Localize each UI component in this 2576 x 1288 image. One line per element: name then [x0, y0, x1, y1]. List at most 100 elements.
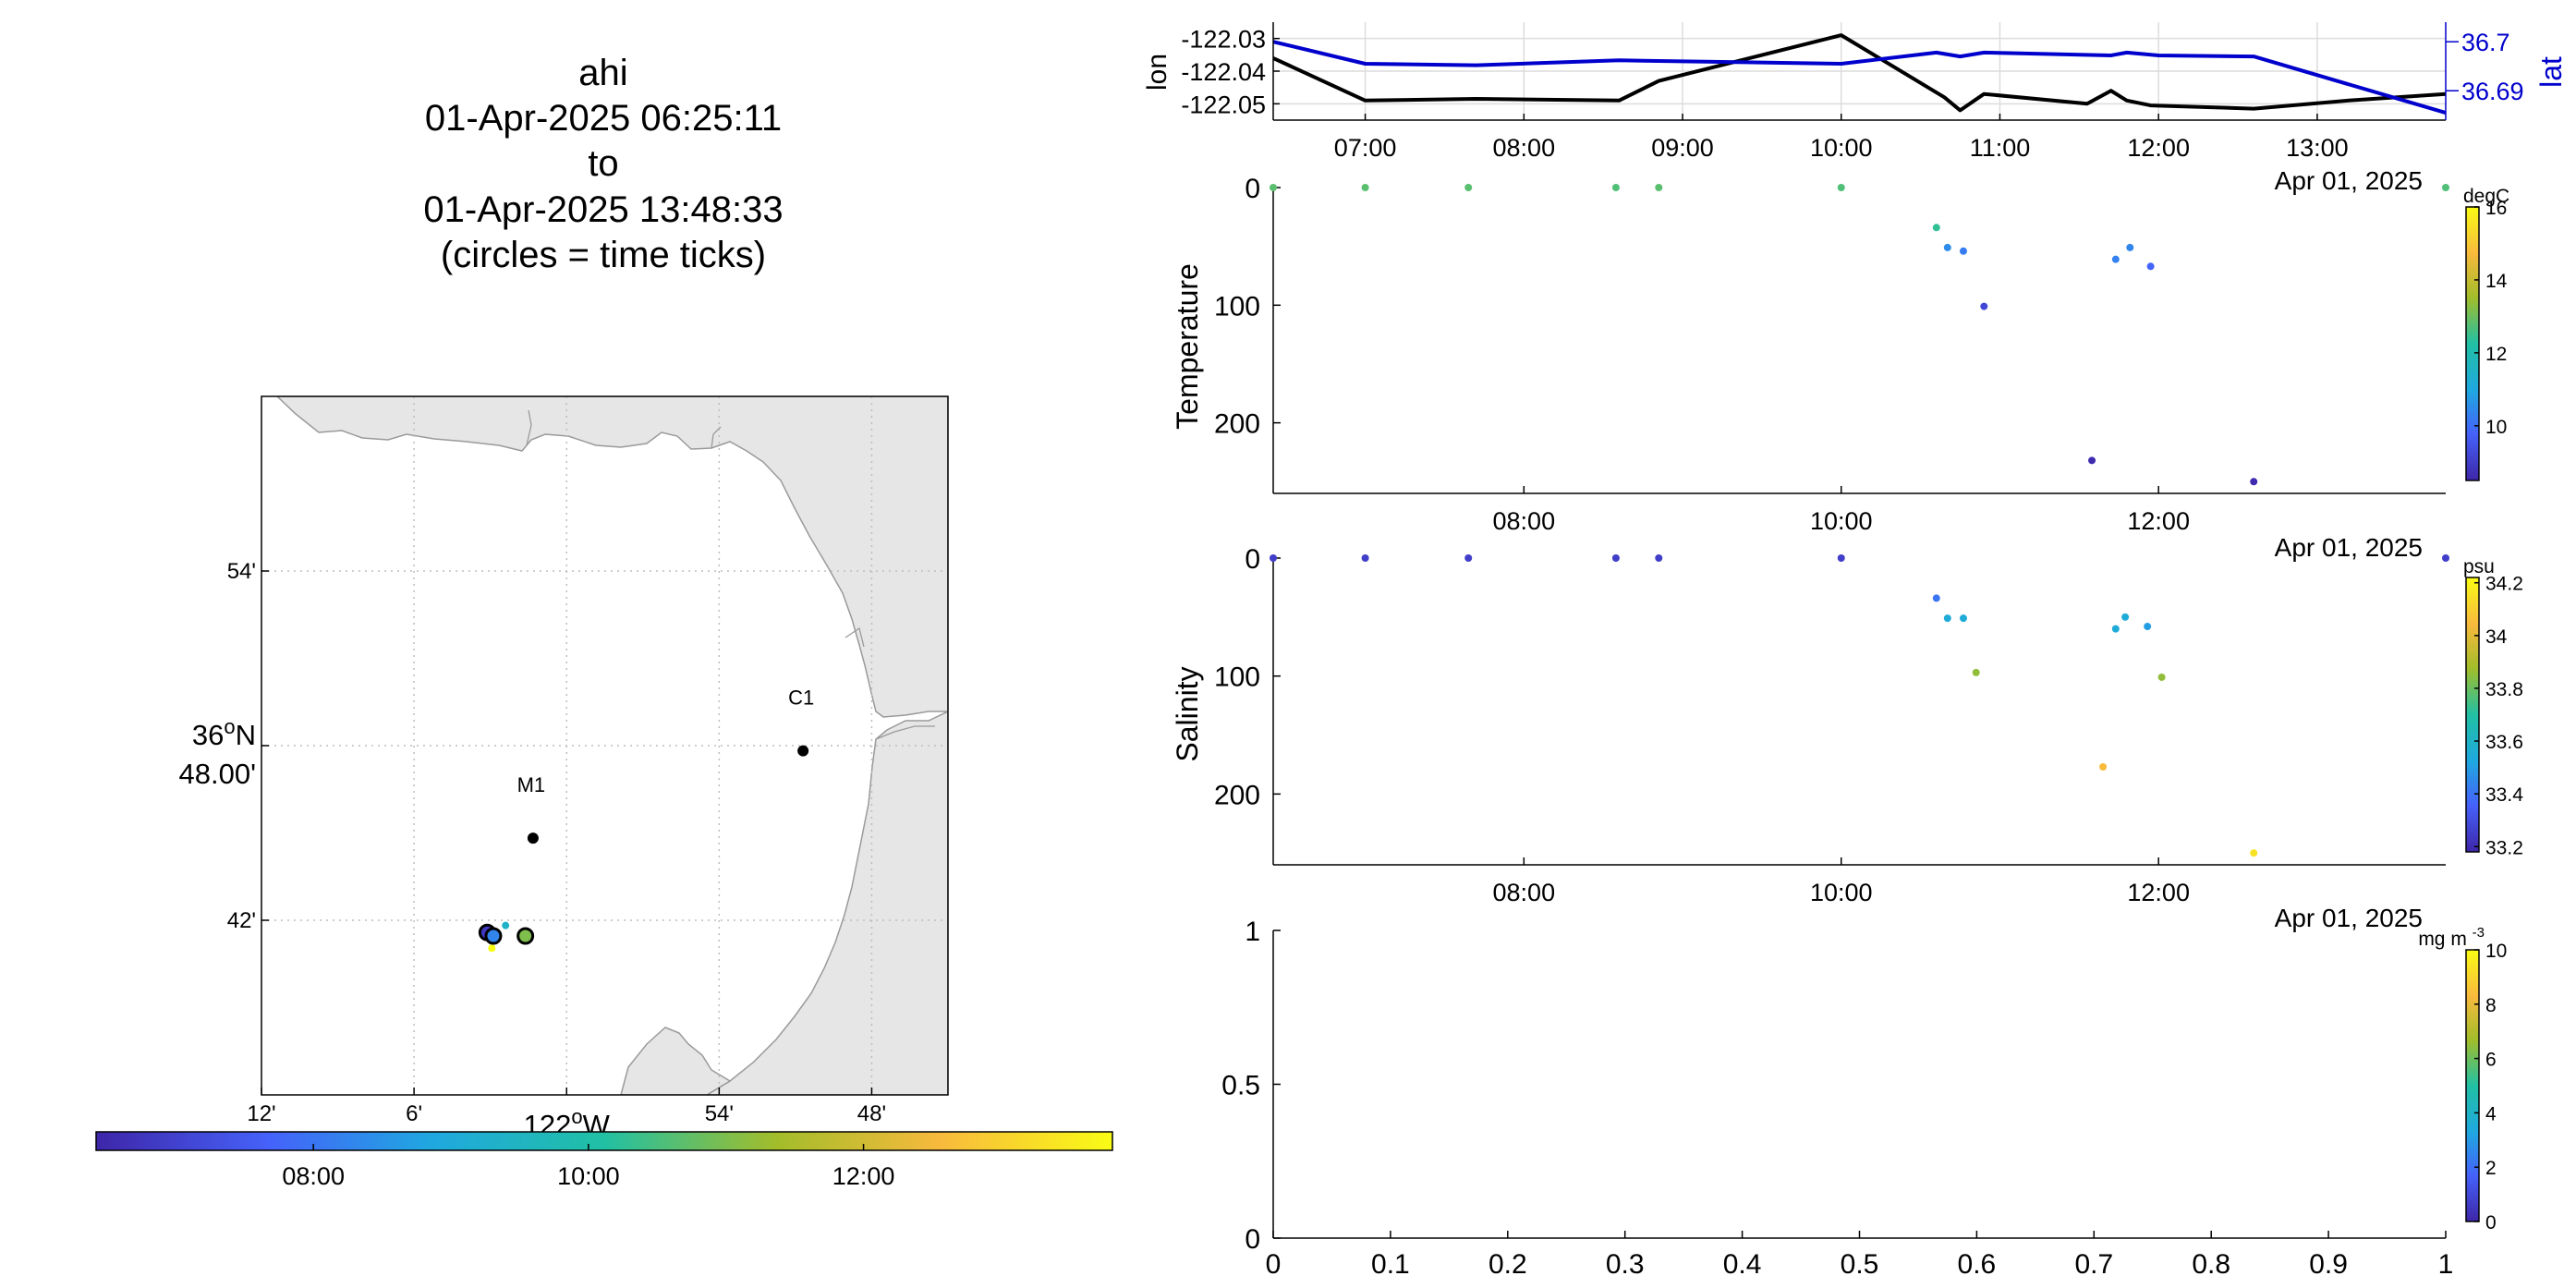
- position-axes: 07:00 08:00 09:00 10:00 11:00 12:00 13:00 -122.…: [1181, 22, 2524, 162]
- sal-colorbar-tick-label: 33.4: [2485, 784, 2523, 806]
- track-point: [502, 921, 510, 930]
- time-tick-circle: [516, 927, 535, 945]
- empty-axes: 0 0.1 0.2 0.3 0.4 0.5 0.6 0.7 0.8 0.9 1 0 0.5 1: [1221, 917, 2453, 1280]
- empty-colorbar-tick-label: 0: [2485, 1212, 2497, 1233]
- position-x-tick-label: 11:00: [1970, 134, 2031, 162]
- sal-point: [1837, 554, 1845, 562]
- temp-point: [2088, 456, 2096, 465]
- temp-x-tick-label: 12:00: [2127, 507, 2190, 535]
- empty-x-tick-label: 0.8: [2192, 1249, 2230, 1280]
- position-grid: [1273, 22, 2446, 120]
- position-x-tick-label: 10:00: [1810, 134, 1873, 162]
- sal-colorbar-tick-label: 33.2: [2485, 837, 2523, 858]
- sal-colorbar-tick-label: 33.6: [2485, 732, 2523, 753]
- title-line-5: (circles = time ticks): [441, 235, 766, 275]
- map-x-tick-label-o: o: [571, 1105, 582, 1128]
- temp-y-tick-label: 0: [1245, 174, 1260, 204]
- empty-x-tick-label: 0: [1266, 1249, 1282, 1280]
- position-x-tick-label: 07:00: [1334, 134, 1397, 162]
- empty-x-tick-label: 0.4: [1723, 1249, 1762, 1280]
- map-x-tick-label: 6': [406, 1101, 422, 1126]
- track-point: [488, 944, 496, 953]
- temperature-ylabel: Temperature: [1171, 263, 1204, 430]
- sal-y-tick-label: 0: [1245, 544, 1260, 575]
- sal-point: [1611, 554, 1620, 562]
- land-south: [620, 1027, 732, 1095]
- sal-x-tick-label: 10:00: [1810, 879, 1873, 906]
- map-y-tick-label-deg: 36: [192, 719, 224, 751]
- position-left-tick-label: -122.04: [1181, 58, 1266, 86]
- temp-x-tick-label: 10:00: [1810, 507, 1873, 535]
- mooring-marker-c1: [797, 745, 809, 757]
- position-series: [1272, 33, 2447, 115]
- time-colorbar-ticks: 08:00 10:00 12:00: [282, 1144, 894, 1190]
- position-x-tick-label: 12:00: [2127, 134, 2190, 162]
- map-track: [478, 921, 535, 953]
- title-line-3: to: [588, 143, 618, 184]
- map-grid: [261, 396, 948, 1095]
- sal-point: [2250, 849, 2258, 857]
- sal-point: [2442, 554, 2449, 562]
- mooring-marker-m1: [527, 832, 539, 844]
- map-y-tick-label: 42': [227, 908, 256, 933]
- empty-colorbar-tick-label: 4: [2485, 1103, 2497, 1124]
- temp-point: [2126, 243, 2134, 251]
- position-date-label: Apr 01, 2025: [2275, 166, 2423, 195]
- title-line-2: 01-Apr-2025 06:25:11: [425, 98, 782, 139]
- sal-y-tick-label: 100: [1214, 662, 1260, 693]
- temp-point: [1270, 184, 1277, 191]
- empty-x-tick-label: 1: [2438, 1249, 2454, 1280]
- sal-point: [1943, 614, 1951, 623]
- map-y-ticks: 54' 36oN 48.00' 42': [179, 559, 269, 933]
- position-right-tick-label: 36.69: [2461, 78, 2524, 105]
- sal-point: [1959, 614, 1967, 623]
- land-north: [275, 396, 948, 718]
- map-x-ticks: 12' 6' 122oW 54' 48': [247, 1088, 886, 1141]
- sal-colorbar-tick-label: 33.8: [2485, 679, 2523, 700]
- temp-point: [2111, 255, 2120, 263]
- river-1: [526, 409, 532, 446]
- sal-y-tick-label: 200: [1214, 780, 1260, 810]
- sal-point: [2144, 623, 2152, 631]
- sal-point: [2099, 763, 2108, 772]
- empty-colorbar-tick-label: 2: [2485, 1158, 2497, 1179]
- sal-point: [1464, 554, 1473, 562]
- temperature-panel: 0 100 200 08:00 10:00 12:00 Temperature Apr 0…: [1171, 174, 2509, 562]
- temp-colorbar-tick-label: 14: [2485, 271, 2508, 292]
- position-right-tick-label: 36.7: [2461, 29, 2510, 56]
- empty-colorbar-unit-sup: -3: [2473, 925, 2485, 941]
- sal-point: [1932, 594, 1940, 602]
- time-colorbar: 08:00 10:00 12:00: [95, 1131, 1113, 1190]
- empty-colorbar-unit-base: mg m: [2418, 929, 2472, 950]
- position-left-tick-label: -122.03: [1181, 26, 1266, 54]
- position-x-tick-label: 13:00: [2286, 134, 2349, 162]
- map-x-tick-label: 54': [705, 1101, 734, 1126]
- sal-point: [2121, 613, 2130, 621]
- empty-panel: 0 0.1 0.2 0.3 0.4 0.5 0.6 0.7 0.8 0.9 100.51 02468…: [1221, 917, 2507, 1280]
- sal-point: [2157, 673, 2166, 681]
- temp-point: [1837, 184, 1845, 191]
- temp-colorbar-tick-label: 16: [2485, 198, 2507, 219]
- time-colorbar-tick-label: 10:00: [557, 1162, 620, 1190]
- salinity-date-label: Apr 01, 2025: [2275, 904, 2423, 932]
- empty-colorbar-unit: mg m -3: [2418, 925, 2485, 950]
- map-x-tick-label: 48': [857, 1101, 886, 1126]
- time-colorbar-tick-label: 12:00: [832, 1162, 895, 1190]
- salinity-axes: 0 100 200 08:00 10:00 12:00: [1214, 544, 2446, 906]
- sal-point: [1361, 554, 1369, 562]
- river-4: [844, 626, 865, 648]
- position-left-ylabel: lon: [1142, 54, 1173, 91]
- sal-colorbar-tick-label: 34: [2485, 626, 2508, 648]
- empty-x-tick-label: 0.9: [2309, 1249, 2348, 1280]
- temp-x-tick-label: 08:00: [1493, 507, 1556, 535]
- temp-point: [1611, 184, 1620, 191]
- sal-colorbar-unit: psu: [2463, 556, 2495, 577]
- temp-y-tick-label: 200: [1214, 409, 1260, 440]
- temp-point: [1980, 302, 1988, 310]
- river-3: [875, 725, 935, 740]
- sal-point: [1655, 554, 1663, 562]
- temp-point: [1655, 184, 1663, 191]
